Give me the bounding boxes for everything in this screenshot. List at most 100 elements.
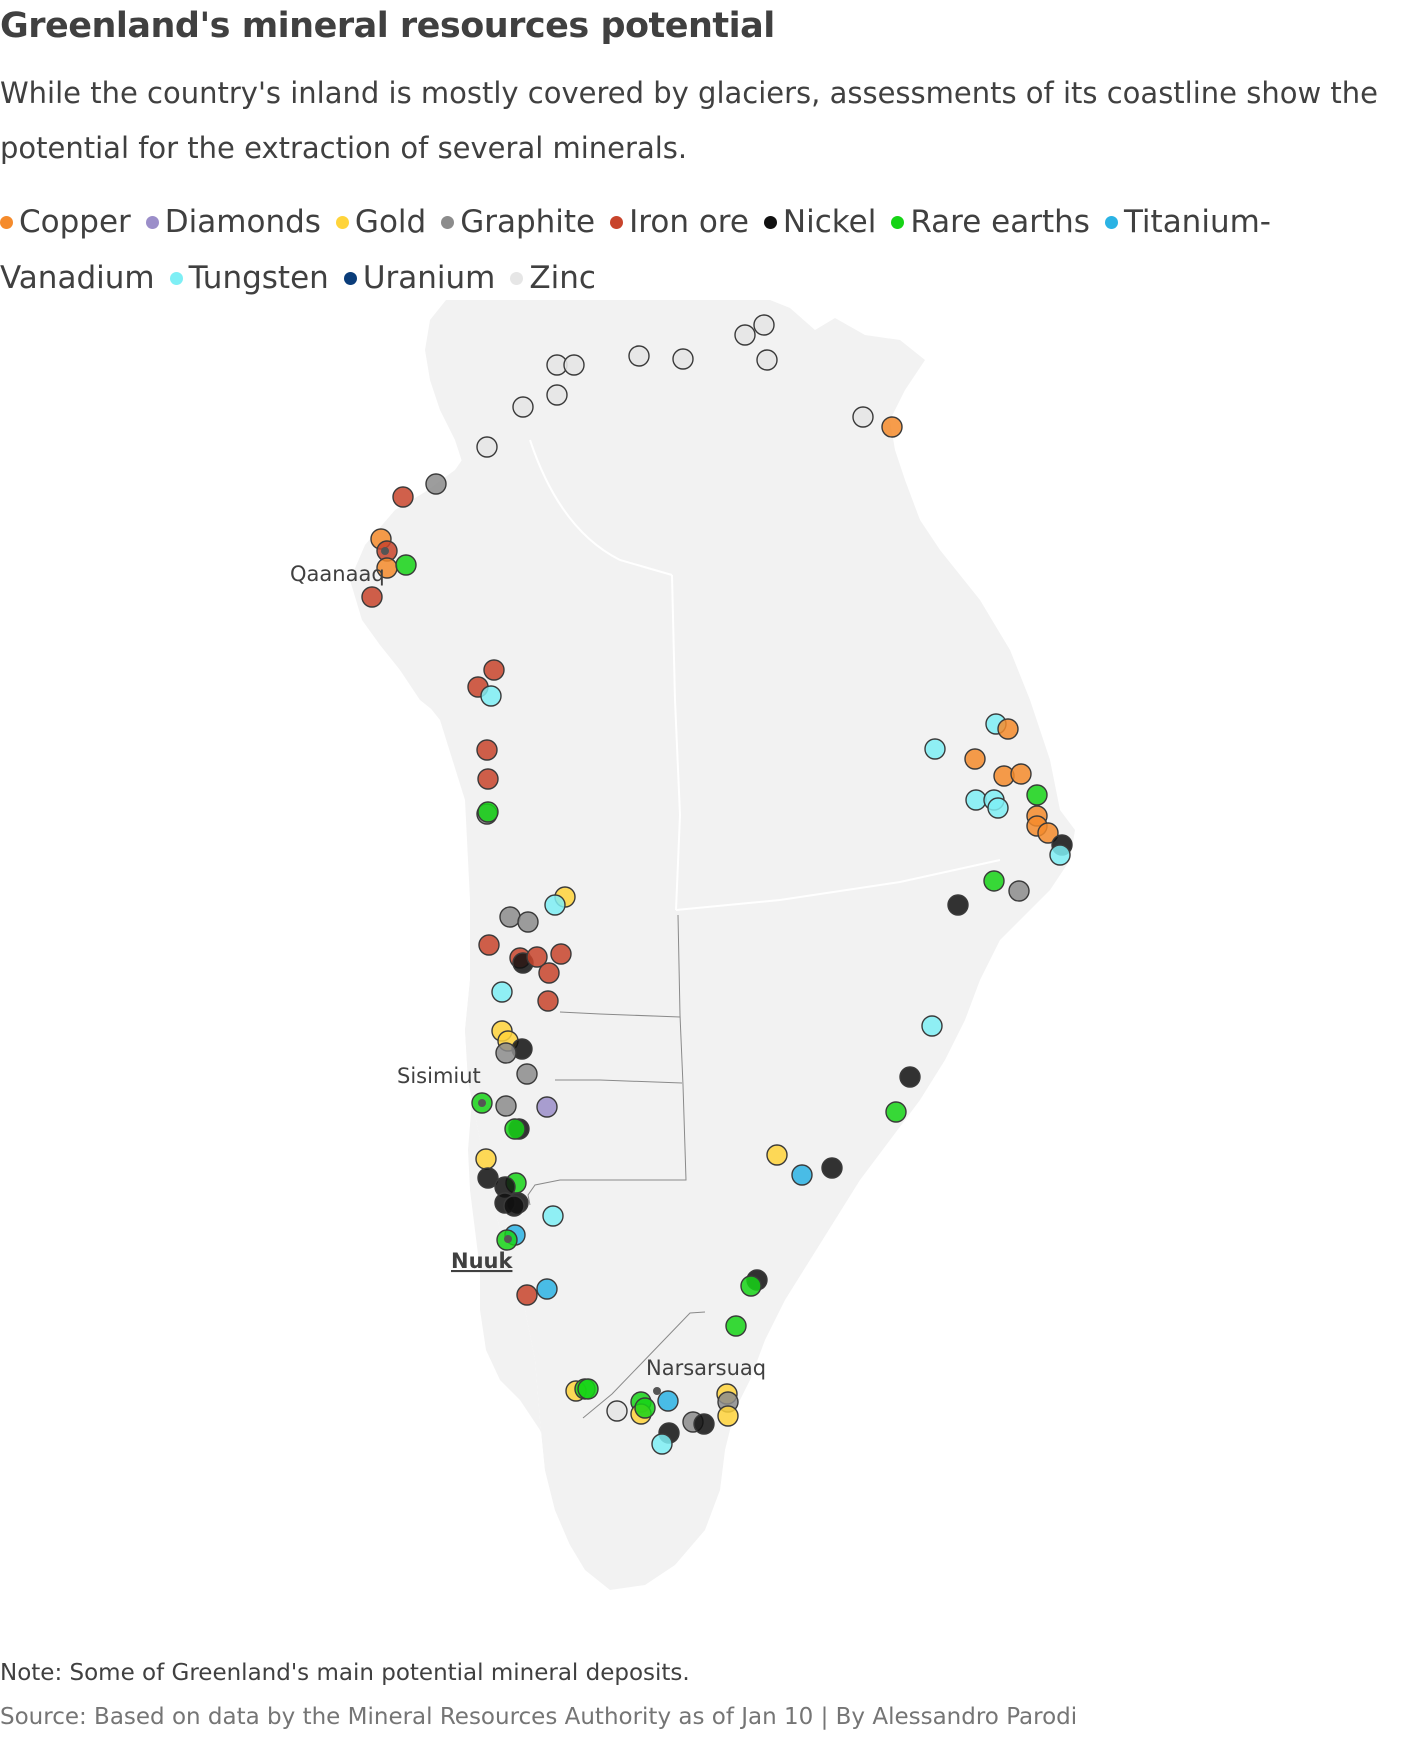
deposit-marker[interactable] [538, 962, 560, 984]
legend-label: Nickel [782, 204, 877, 240]
greenland-landmass [570, 360, 1060, 1470]
deposit-marker[interactable] [480, 685, 502, 707]
legend-label: Graphite [460, 204, 596, 240]
deposit-marker[interactable] [634, 1397, 656, 1419]
legend-item: Graphite [441, 204, 595, 240]
deposit-marker[interactable] [495, 1042, 517, 1064]
deposit-marker[interactable] [964, 748, 986, 770]
deposit-marker[interactable] [542, 1205, 564, 1227]
deposit-marker[interactable] [1049, 844, 1071, 866]
deposit-marker[interactable] [361, 586, 383, 608]
deposit-marker[interactable] [503, 1195, 525, 1217]
deposit-marker[interactable] [516, 1284, 538, 1306]
deposit-marker[interactable] [791, 1164, 813, 1186]
deposit-marker[interactable] [499, 906, 521, 928]
deposit-marker[interactable] [753, 314, 775, 336]
deposit-marker[interactable] [477, 768, 499, 790]
deposit-marker[interactable] [517, 911, 539, 933]
deposit-marker[interactable] [504, 1118, 526, 1140]
deposit-marker[interactable] [693, 1413, 715, 1435]
legend-swatch [169, 272, 183, 285]
deposit-marker[interactable] [717, 1405, 739, 1427]
deposit-marker[interactable] [924, 738, 946, 760]
legend-label: Rare earths [910, 204, 1090, 240]
legend: Copper Diamonds Gold Graphite Iron ore Nickel… [0, 194, 1400, 306]
legend-item: Copper [0, 204, 131, 240]
deposit-marker[interactable] [1010, 763, 1032, 785]
chart-note: Note: Some of Greenland's main potential… [0, 1660, 690, 1686]
legend-item: Nickel [763, 204, 877, 240]
deposit-marker[interactable] [997, 718, 1019, 740]
deposit-marker[interactable] [947, 894, 969, 916]
deposit-marker[interactable] [1037, 822, 1059, 844]
deposit-marker[interactable] [475, 1148, 497, 1170]
deposit-marker[interactable] [821, 1157, 843, 1179]
deposit-marker[interactable] [740, 1275, 762, 1297]
deposit-marker[interactable] [476, 436, 498, 458]
deposit-marker[interactable] [921, 1015, 943, 1037]
deposit-marker[interactable] [546, 384, 568, 406]
deposit-marker[interactable] [495, 1095, 517, 1117]
deposit-marker[interactable] [885, 1101, 907, 1123]
legend-swatch [335, 216, 349, 229]
deposit-marker[interactable] [734, 324, 756, 346]
deposit-marker[interactable] [392, 486, 414, 508]
deposit-marker[interactable] [852, 406, 874, 428]
deposit-marker[interactable] [478, 934, 500, 956]
deposit-marker[interactable] [526, 946, 548, 968]
legend-label: Uranium [362, 260, 496, 296]
legend-label: Gold [354, 204, 427, 240]
chart-title: Greenland's mineral resources potential [0, 6, 775, 46]
deposit-marker[interactable] [651, 1433, 673, 1455]
legend-swatch [441, 216, 455, 229]
deposit-marker[interactable] [477, 801, 499, 823]
legend-item: Zinc [510, 260, 596, 296]
legend-item: Iron ore [610, 204, 749, 240]
deposit-marker[interactable] [550, 943, 572, 965]
deposit-marker[interactable] [491, 981, 513, 1003]
deposit-marker[interactable] [536, 1278, 558, 1300]
legend-item: Gold [335, 204, 427, 240]
deposit-marker[interactable] [881, 416, 903, 438]
region-boundary [529, 439, 673, 576]
deposit-marker[interactable] [476, 739, 498, 761]
legend-item: Rare earths [891, 204, 1090, 240]
deposit-marker[interactable] [983, 870, 1005, 892]
legend-swatch [343, 272, 357, 285]
deposit-marker[interactable] [756, 349, 778, 371]
city-label-narsarsuaq: Narsarsuaq [646, 1356, 766, 1380]
legend-item: Uranium [343, 260, 496, 296]
legend-swatch [510, 272, 524, 285]
deposit-marker[interactable] [987, 797, 1009, 819]
chart-source: Source: Based on data by the Mineral Res… [0, 1704, 1078, 1730]
city-label-sisimiut: Sisimiut [397, 1064, 481, 1088]
deposit-marker[interactable] [512, 396, 534, 418]
deposit-marker[interactable] [395, 554, 417, 576]
mineral-sites [361, 314, 1073, 1455]
deposit-marker[interactable] [1026, 784, 1048, 806]
deposit-marker[interactable] [544, 894, 566, 916]
deposit-marker[interactable] [536, 1096, 558, 1118]
deposit-marker[interactable] [899, 1066, 921, 1088]
deposit-marker[interactable] [725, 1315, 747, 1337]
deposit-marker[interactable] [483, 659, 505, 681]
deposit-marker[interactable] [766, 1144, 788, 1166]
deposit-marker[interactable] [537, 990, 559, 1012]
deposit-marker[interactable] [425, 473, 447, 495]
legend-item: Tungsten [169, 260, 329, 296]
deposit-marker[interactable] [606, 1400, 628, 1422]
municipal-boundary [582, 1311, 706, 1419]
deposit-marker[interactable] [628, 345, 650, 367]
deposit-marker[interactable] [672, 348, 694, 370]
municipal-boundary [527, 914, 687, 1206]
deposit-marker[interactable] [477, 1167, 499, 1189]
legend-label: Tungsten [188, 260, 329, 296]
deposit-marker[interactable] [657, 1390, 679, 1412]
legend-swatch [891, 216, 905, 229]
legend-label: Titanium-Vanadium [0, 204, 1271, 296]
deposit-marker[interactable] [516, 1063, 538, 1085]
deposit-marker[interactable] [1008, 880, 1030, 902]
deposit-marker[interactable] [965, 789, 987, 811]
deposit-marker[interactable] [563, 354, 585, 376]
deposit-marker[interactable] [577, 1378, 599, 1400]
